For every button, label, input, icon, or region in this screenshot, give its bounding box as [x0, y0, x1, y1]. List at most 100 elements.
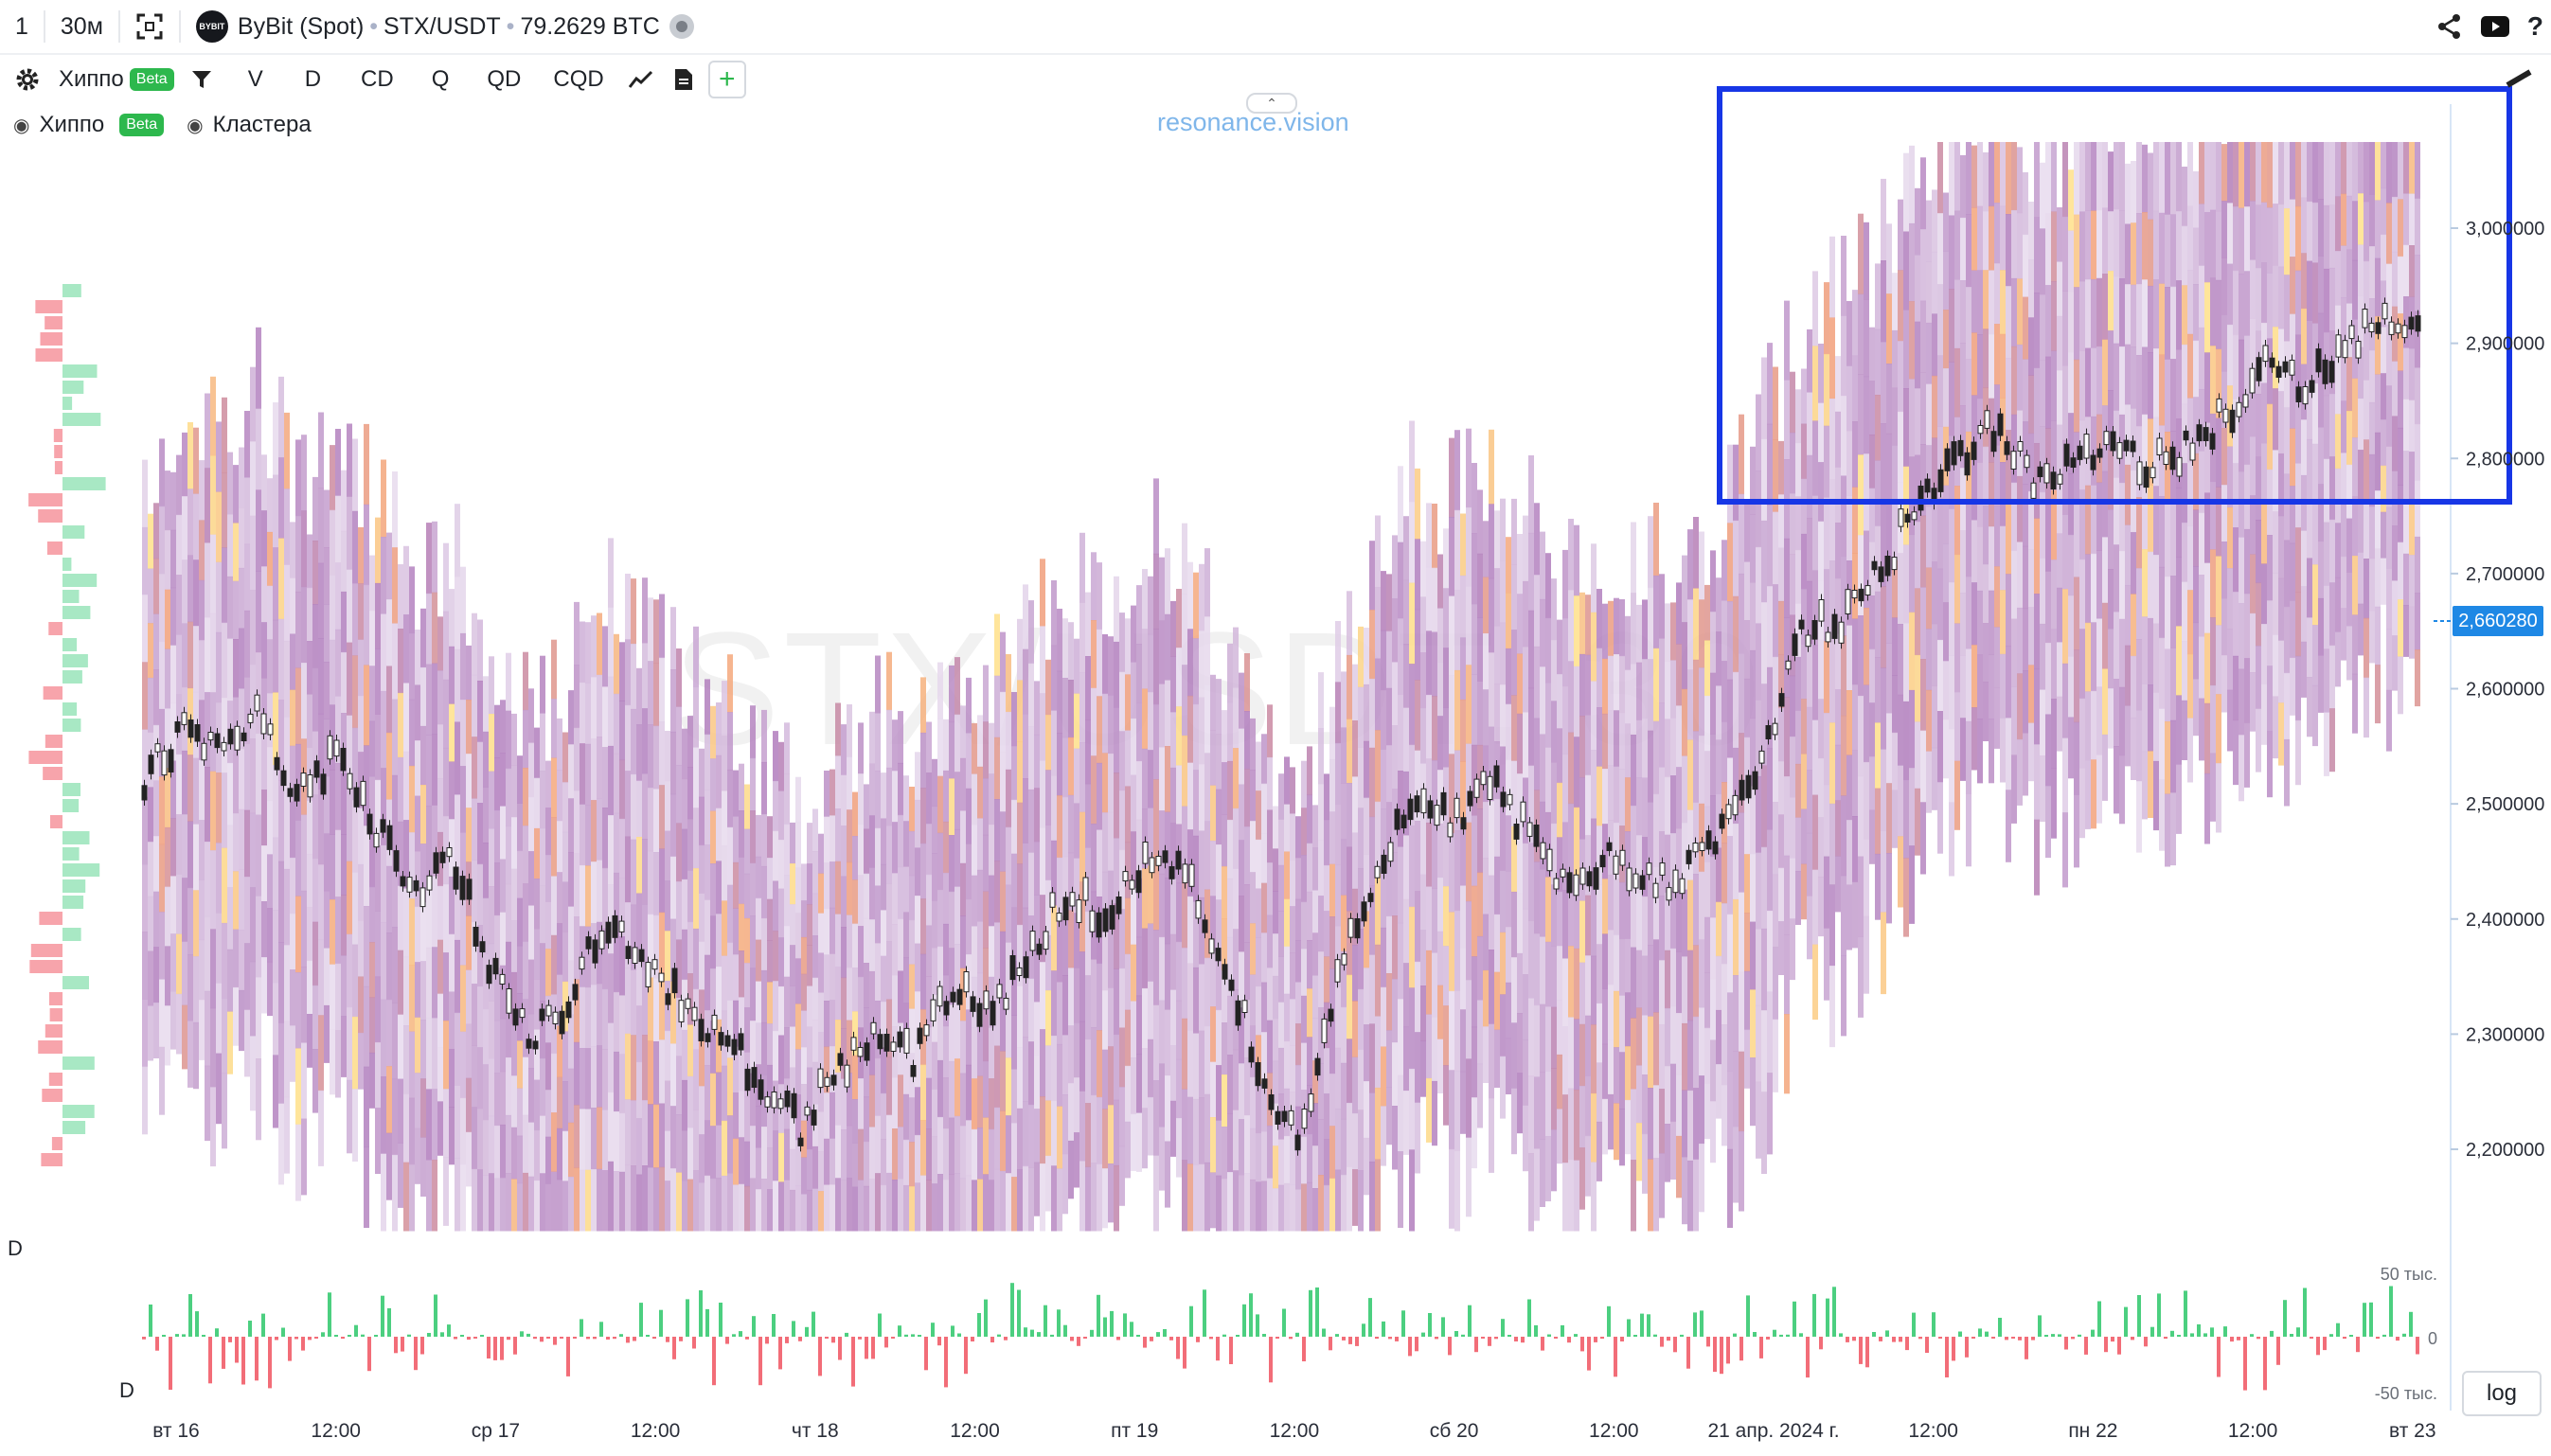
heatmap-cell: [1256, 1132, 1261, 1182]
profile-sell-bar: [49, 1008, 63, 1021]
heatmap-cell: [2386, 324, 2392, 386]
heatmap-cell: [1721, 661, 1727, 722]
youtube-icon[interactable]: [2480, 13, 2510, 40]
heatmap-cell: [2102, 668, 2108, 736]
candle-body: [579, 956, 585, 970]
notes-button[interactable]: [665, 59, 703, 100]
heatmap-cell: [1222, 1022, 1227, 1075]
heatmap-cell: [1432, 631, 1437, 697]
help-icon[interactable]: ?: [2526, 11, 2543, 41]
heatmap-cell: [682, 1181, 687, 1232]
delta-sell-bar: [765, 1337, 769, 1344]
heatmap-cell: [1329, 1178, 1335, 1232]
heatmap-cell: [1562, 1163, 1568, 1232]
heatmap-cell: [1159, 1127, 1165, 1191]
heatmap-cell: [2278, 453, 2284, 517]
interval-button[interactable]: 30м: [45, 0, 118, 53]
heatmap-cell: [2301, 253, 2307, 310]
candle-body: [990, 1001, 996, 1026]
heatmap-cell: [1858, 454, 1864, 536]
heatmap-cell: [2415, 593, 2420, 650]
heatmap-cell: [954, 657, 960, 716]
heatmap-cell: [2131, 655, 2136, 719]
tool-button-v[interactable]: V: [227, 59, 284, 100]
eye-icon[interactable]: ◉: [13, 115, 30, 136]
heatmap-cell: [2386, 506, 2392, 569]
heatmap-cell: [165, 768, 170, 828]
heatmap-cell: [858, 1128, 864, 1181]
legend-item-clusters[interactable]: Кластера: [212, 112, 312, 137]
heatmap-cell: [2028, 490, 2034, 550]
heatmap-cell: [750, 1073, 756, 1127]
layout-count-button[interactable]: 1: [0, 0, 44, 53]
tool-button-d[interactable]: D: [284, 59, 342, 100]
heatmap-cell: [920, 843, 926, 899]
heatmap-cell: [835, 808, 841, 862]
share-icon[interactable]: [2436, 13, 2463, 40]
candle-body: [234, 725, 241, 751]
filter-button[interactable]: [189, 59, 227, 100]
heatmap-cell: [2108, 450, 2114, 510]
symbol-selector[interactable]: BYBIT ByBit (Spot) • STX/USDT • 79.2629 …: [181, 0, 709, 53]
heatmap-cell: [216, 913, 222, 984]
settings-button[interactable]: [0, 59, 55, 100]
candle-body: [360, 780, 366, 807]
heatmap-cell: [437, 1047, 443, 1102]
divider: [43, 10, 45, 43]
heatmap-cell: [545, 1042, 551, 1091]
heatmap-cell: [1023, 714, 1028, 779]
heatmap-cell: [307, 534, 312, 589]
heatmap-cell: [2358, 603, 2364, 656]
legend-item-hippo[interactable]: Хиппо: [39, 112, 105, 137]
line-chart-button[interactable]: [617, 59, 665, 100]
heatmap-cell: [1210, 950, 1216, 1007]
heatmap-cell: [1778, 867, 1784, 922]
heatmap-cell: [2335, 142, 2341, 197]
heatmap-cell: [2375, 316, 2381, 375]
eye-icon[interactable]: ◉: [187, 115, 204, 136]
heatmap-cell: [1915, 187, 1920, 256]
heatmap-cell: [1381, 689, 1386, 750]
heatmap-cell: [670, 793, 676, 858]
heatmap-cell: [886, 651, 892, 711]
tool-button-q[interactable]: Q: [413, 59, 469, 100]
hippo-indicator-button[interactable]: Хиппо Beta: [55, 59, 189, 100]
heatmap-cell: [767, 858, 773, 900]
heatmap-cell: [415, 1073, 420, 1129]
heatmap-cell: [1375, 1016, 1381, 1089]
heatmap-cell: [1795, 710, 1801, 765]
heatmap-cell: [818, 1151, 824, 1192]
delta-sell-bar: [394, 1337, 398, 1354]
heatmap-cell: [1034, 1055, 1040, 1110]
delta-sell-bar: [560, 1337, 563, 1339]
heatmap-cell: [2409, 606, 2415, 659]
heatmap-cell: [903, 957, 909, 1004]
delta-histogram: [142, 1283, 2419, 1391]
collapse-toolbar-button[interactable]: ⌃: [1246, 93, 1297, 114]
heatmap-cell: [631, 1165, 636, 1232]
heatmap-cell: [807, 863, 812, 905]
heatmap-cell: [977, 715, 983, 768]
heatmap-cell: [273, 547, 278, 621]
heatmap-cell: [1017, 863, 1023, 926]
heatmap-cell: [659, 721, 665, 786]
heatmap-cell: [920, 1064, 926, 1121]
heatmap-cell: [1347, 911, 1352, 976]
delta-buy-bar: [381, 1295, 384, 1337]
heatmap-cell: [1273, 1188, 1278, 1232]
heatmap-cell: [1102, 753, 1108, 813]
candle-body: [1467, 790, 1473, 807]
tool-button-cqd[interactable]: CQD: [540, 59, 616, 100]
heatmap-cell: [1636, 950, 1642, 1008]
tool-button-cd[interactable]: CD: [342, 59, 413, 100]
add-indicator-button[interactable]: +: [707, 61, 746, 98]
fullscreen-button[interactable]: [120, 0, 179, 53]
heatmap-cell: [1648, 945, 1653, 1018]
heatmap-cell: [750, 705, 756, 759]
heatmap-cell: [1659, 702, 1665, 768]
heatmap-cell: [733, 861, 739, 909]
tool-button-qd[interactable]: QD: [468, 59, 540, 100]
heatmap-cell: [2170, 359, 2176, 432]
heatmap-cell: [625, 639, 631, 706]
